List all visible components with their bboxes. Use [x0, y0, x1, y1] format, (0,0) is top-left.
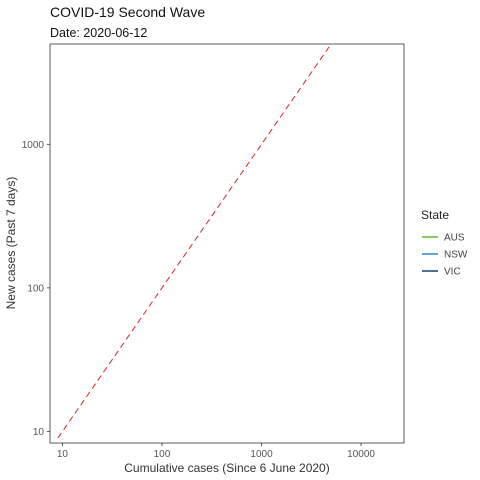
- y-tick-label: 100: [27, 283, 44, 294]
- chart-title: COVID-19 Second Wave: [50, 4, 205, 20]
- plot-panel: [49, 43, 405, 444]
- legend-label-vic: VIC: [444, 267, 461, 278]
- y-axis: 10 100 1000: [22, 140, 50, 438]
- x-axis-title: Cumulative cases (Since 6 June 2020): [124, 461, 329, 475]
- legend-title: State: [421, 208, 449, 222]
- x-tick-label: 100: [154, 449, 171, 460]
- chart-subtitle: Date: 2020-06-12: [50, 26, 147, 40]
- y-tick-label: 10: [33, 427, 45, 438]
- y-tick-label: 1000: [22, 140, 45, 151]
- x-axis: 10 100 1000 10000: [57, 443, 375, 460]
- x-tick-label: 10: [57, 449, 69, 460]
- legend: State AUS NSW VIC: [421, 208, 468, 278]
- x-tick-label: 10000: [347, 449, 375, 460]
- x-tick-label: 1000: [250, 449, 273, 460]
- legend-label-nsw: NSW: [444, 250, 468, 261]
- legend-label-aus: AUS: [444, 233, 465, 244]
- y-axis-title: New cases (Past 7 days): [4, 177, 18, 310]
